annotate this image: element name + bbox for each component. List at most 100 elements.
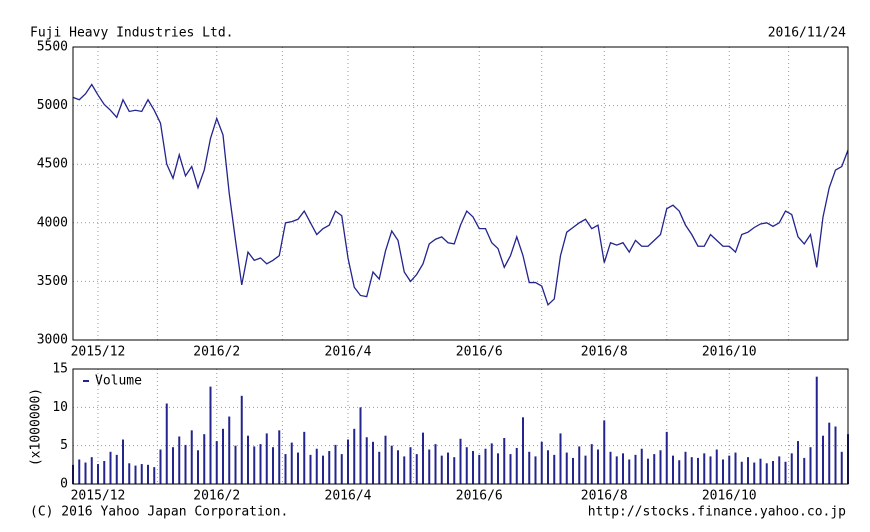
volume-bar xyxy=(622,453,624,484)
y-axis-label: (x1000000) xyxy=(29,388,44,466)
plot-frame xyxy=(72,368,849,485)
source-url: http://stocks.finance.yahoo.co.jp xyxy=(588,505,846,520)
volume-bar xyxy=(653,454,656,484)
volume-bar xyxy=(497,453,499,484)
volume-bar xyxy=(640,448,643,484)
volume-bar xyxy=(284,454,287,484)
volume-bar xyxy=(134,465,137,484)
volume-bar xyxy=(740,461,743,484)
volume-bar xyxy=(397,450,399,484)
volume-bar xyxy=(628,459,631,484)
y-tick-label: 15 xyxy=(52,362,68,377)
volume-bar xyxy=(553,454,556,484)
volume-bar xyxy=(372,441,374,484)
y-tick-label: 5 xyxy=(60,438,68,453)
x-tick-label: 2016/10 xyxy=(702,489,757,504)
volume-bar xyxy=(647,458,649,484)
volume-bar xyxy=(147,464,149,484)
volume-bar xyxy=(390,445,393,484)
volume-bar xyxy=(759,458,762,484)
volume-bar xyxy=(403,456,406,484)
volume-bar xyxy=(472,451,474,484)
volume-bar xyxy=(334,444,337,484)
volume-bar xyxy=(634,454,637,484)
volume-bar xyxy=(322,455,324,484)
volume-bar xyxy=(440,455,443,484)
volume-bar xyxy=(790,453,793,484)
volume-bar xyxy=(153,467,156,484)
volume-bar xyxy=(840,451,843,484)
volume-bar xyxy=(565,452,568,484)
volume-bar xyxy=(90,457,93,484)
x-tick-label: 2015/12 xyxy=(71,489,126,504)
x-tick-label: 2016/10 xyxy=(702,345,757,360)
volume-bar xyxy=(297,452,299,484)
volume-bar xyxy=(672,455,674,484)
y-tick-label: 0 xyxy=(60,477,68,492)
volume-bar xyxy=(109,451,112,484)
volume-bar xyxy=(303,431,306,484)
volume-bar xyxy=(490,443,493,484)
volume-bar xyxy=(340,454,343,484)
volume-bar xyxy=(534,456,537,484)
volume-bar xyxy=(78,459,81,484)
volume-bar xyxy=(165,403,168,484)
x-tick-label: 2016/4 xyxy=(325,489,372,504)
volume-bar xyxy=(822,435,824,484)
x-tick-label: 2015/12 xyxy=(71,345,126,360)
volume-bar xyxy=(272,447,274,484)
volume-bar xyxy=(559,433,562,484)
chart-date: 2016/11/24 xyxy=(768,26,846,41)
volume-bar xyxy=(365,437,368,484)
volume-bar xyxy=(184,444,187,484)
volume-bar xyxy=(834,426,837,484)
chart-title: Fuji Heavy Industries Ltd. xyxy=(30,26,234,41)
volume-bar xyxy=(222,428,224,484)
volume-bar xyxy=(290,442,293,484)
volume-bar xyxy=(784,461,787,484)
volume-bar xyxy=(240,395,243,484)
volume-bar xyxy=(384,435,387,484)
volume-bar xyxy=(209,386,212,484)
volume-bar xyxy=(453,457,456,484)
volume-bar xyxy=(753,462,756,484)
volume-bar xyxy=(253,446,256,484)
volume-bar xyxy=(797,441,799,484)
volume-bar xyxy=(747,457,749,484)
volume-bar xyxy=(509,454,512,484)
volume-bar xyxy=(97,464,99,484)
volume-bar xyxy=(478,454,481,484)
y-tick-label: 10 xyxy=(52,400,68,415)
volume-bar xyxy=(359,407,362,484)
volume-bar xyxy=(515,447,518,484)
volume-bar xyxy=(609,451,612,484)
volume-bar xyxy=(528,451,531,484)
volume-bar xyxy=(503,438,506,484)
volume-bar xyxy=(434,444,437,484)
volume-bar xyxy=(765,463,768,484)
volume-bar xyxy=(715,449,718,484)
volume-bar xyxy=(353,428,356,484)
volume-bar xyxy=(378,451,381,484)
volume-bar xyxy=(815,376,818,484)
x-tick-label: 2016/8 xyxy=(581,345,628,360)
x-tick-label: 2016/6 xyxy=(456,489,503,504)
volume-bar xyxy=(172,447,174,484)
volume-bar xyxy=(415,454,418,484)
volume-bar xyxy=(115,454,118,484)
volume-bar xyxy=(734,452,737,484)
volume-bar xyxy=(828,422,831,484)
volume-bar xyxy=(122,439,124,484)
volume-bar xyxy=(703,453,706,484)
volume-bar xyxy=(140,464,143,484)
y-tick-label: 4000 xyxy=(37,215,68,230)
volume-bar xyxy=(484,448,487,484)
volume-bar xyxy=(428,449,431,484)
copyright: (C) 2016 Yahoo Japan Corporation. xyxy=(30,505,288,520)
volume-bar xyxy=(178,436,181,484)
volume-bar xyxy=(578,446,581,484)
volume-bar xyxy=(722,459,724,484)
volume-bar xyxy=(347,439,349,484)
